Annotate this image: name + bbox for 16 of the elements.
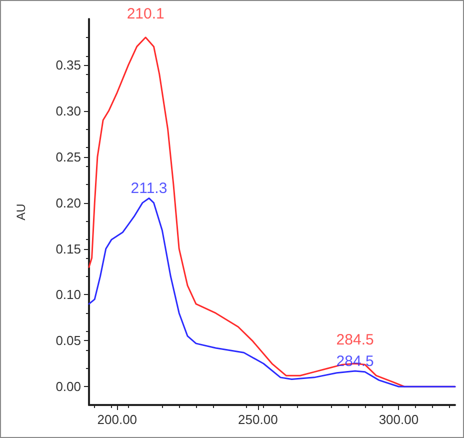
y-tick-label: 0.35 xyxy=(56,57,81,72)
x-tick-label: 200.00 xyxy=(97,412,138,427)
x-tick-label: 250.00 xyxy=(238,412,278,427)
line-series xyxy=(88,197,456,388)
y-tick-label: 0.05 xyxy=(56,333,81,348)
y-tick-label: 0.15 xyxy=(56,241,81,256)
annotation: 211.3 xyxy=(130,180,168,198)
x-tick-label: 300.00 xyxy=(378,412,419,427)
annotation: 210.1 xyxy=(126,5,164,22)
y-tick-label: 0.25 xyxy=(56,149,81,164)
y-tick-label: 0.30 xyxy=(56,103,81,118)
y-tick-label: 0.20 xyxy=(56,195,81,210)
y-axis-title: AU xyxy=(14,204,28,220)
annotation: 284.5 xyxy=(336,332,374,349)
y-tick-label: 0.10 xyxy=(56,287,81,302)
y-tick-label: 0.00 xyxy=(56,379,81,394)
